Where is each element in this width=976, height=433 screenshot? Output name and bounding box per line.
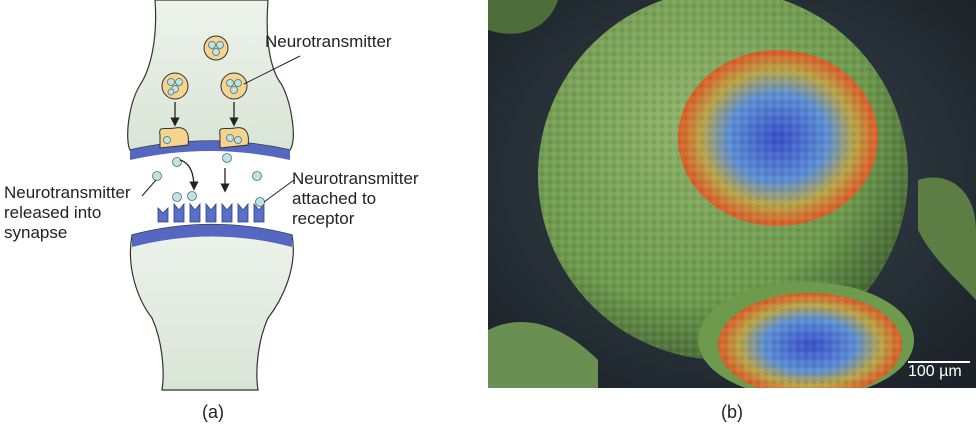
tissue-top-left: [488, 0, 558, 34]
neurotransmitter-molecules: [152, 41, 265, 207]
release-arrows: [170, 102, 239, 193]
tissue-bottom-left: [488, 321, 598, 388]
label-neurotransmitter: Neurotransmitter: [265, 32, 392, 51]
micrograph-panel: (b): [488, 0, 976, 428]
label-attached-line1: Neurotransmitter: [292, 169, 419, 188]
synapse-illustration: [127, 0, 301, 391]
postsynaptic-membrane: [132, 224, 292, 247]
label-released-line1: Neurotransmitter: [4, 183, 131, 202]
presynaptic-terminal: [127, 0, 294, 151]
synapse-diagram: Neurotransmitter Neurotransmitter releas…: [0, 0, 480, 428]
scale-label: 100 µm: [908, 363, 962, 380]
sem-micrograph: [488, 0, 976, 398]
label-attached-line3: receptor: [292, 209, 355, 228]
tissue-right: [918, 177, 976, 300]
receptors: [157, 202, 265, 223]
postsynaptic-terminal: [129, 223, 294, 391]
label-released-line3: synapse: [4, 223, 68, 242]
caption-a: (a): [202, 402, 224, 422]
caption-b: (b): [721, 402, 743, 422]
scale-bar: [908, 361, 970, 363]
label-released-line2: released into: [4, 203, 102, 222]
label-attached-line2: attached to: [292, 189, 377, 208]
leader-lines: [141, 55, 301, 203]
